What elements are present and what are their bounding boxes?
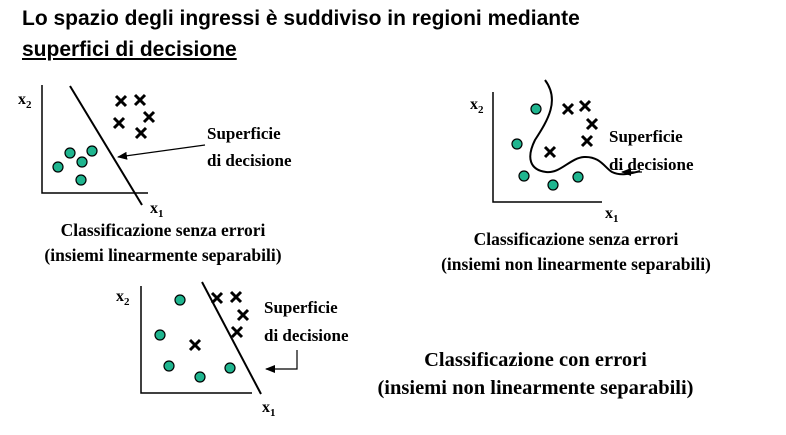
class-b-point — [114, 94, 128, 108]
class-a-point — [86, 145, 98, 157]
class-b-point — [543, 145, 557, 159]
slide-title: Lo spazio degli ingressi è suddiviso in … — [22, 3, 580, 65]
decision-surface-line — [201, 281, 262, 395]
class-b-point — [210, 291, 224, 305]
caption-line-1: Classificazione senza errori — [60, 220, 266, 240]
diagram-with-errors: x2 x1 Superficie di decisione — [116, 281, 349, 419]
class-a-point — [75, 174, 87, 186]
class-b-point — [561, 102, 575, 116]
class-b-points — [543, 99, 599, 159]
title-line-1: Lo spazio degli ingressi è suddiviso in … — [22, 7, 580, 30]
class-a-point — [194, 371, 206, 383]
caption-line-2: (insiemi linearmente separabili) — [44, 245, 282, 265]
class-a-point — [530, 103, 542, 115]
class-a-point — [174, 294, 186, 306]
caption-top-right: Classificazione senza errori (insiemi no… — [398, 227, 754, 277]
diagram-nonlinear-separable: x2 x1 Superficie di decisione — [470, 79, 694, 225]
class-a-point — [154, 329, 166, 341]
class-b-point — [112, 116, 126, 130]
class-a-points — [52, 145, 98, 186]
axis-label-x1: x1 — [262, 399, 276, 419]
class-a-point — [224, 362, 236, 374]
class-a-point — [518, 170, 530, 182]
class-b-point — [142, 110, 156, 124]
class-a-point — [64, 147, 76, 159]
class-a-point — [511, 138, 523, 150]
decision-surface-curve — [529, 79, 641, 176]
title-line-2: superfici di decisione — [22, 38, 237, 61]
axis-label-x2: x2 — [18, 91, 32, 111]
axis-label-x2: x2 — [470, 96, 484, 116]
class-b-point — [229, 290, 243, 304]
class-b-point — [134, 126, 148, 140]
diagram-linear-separable: x2 x1 Superficie di decisione — [18, 85, 292, 220]
caption-line-2: (insiemi non linearmente separabili) — [441, 254, 711, 274]
axis-label-x2: x2 — [116, 288, 130, 308]
decision-surface-line — [69, 85, 143, 206]
class-a-points — [511, 103, 584, 191]
surface-label: Superficie di decisione — [264, 298, 349, 345]
class-b-point — [578, 99, 592, 113]
class-a-point — [547, 179, 559, 191]
caption-line-2: (insiemi non linearmente separabili) — [377, 377, 694, 399]
surface-pointer-arrow — [265, 350, 298, 373]
class-b-point — [230, 325, 244, 339]
class-b-points — [112, 93, 156, 140]
class-a-point — [52, 161, 64, 173]
class-a-point — [163, 360, 175, 372]
class-a-point — [572, 171, 584, 183]
caption-bottom: Classificazione con errori (insiemi non … — [338, 346, 733, 402]
caption-top-left: Classificazione senza errori (insiemi li… — [4, 218, 322, 268]
axes — [41, 85, 148, 194]
axes — [140, 286, 252, 394]
axes — [492, 92, 602, 203]
class-a-point — [76, 156, 88, 168]
class-b-point — [585, 117, 599, 131]
axis-label-x1: x1 — [150, 200, 164, 220]
surface-label: Superficie di decisione — [207, 124, 292, 170]
axis-label-x1: x1 — [605, 205, 619, 225]
class-a-points — [154, 294, 236, 383]
surface-label: Superficie di decisione — [609, 127, 694, 174]
class-b-points — [188, 290, 250, 352]
caption-line-1: Classificazione con errori — [424, 349, 647, 371]
class-b-point — [133, 93, 147, 107]
caption-line-1: Classificazione senza errori — [473, 229, 679, 249]
class-b-point — [580, 134, 594, 148]
class-b-point — [236, 308, 250, 322]
class-b-point — [188, 338, 202, 352]
surface-pointer-arrow — [117, 144, 206, 160]
